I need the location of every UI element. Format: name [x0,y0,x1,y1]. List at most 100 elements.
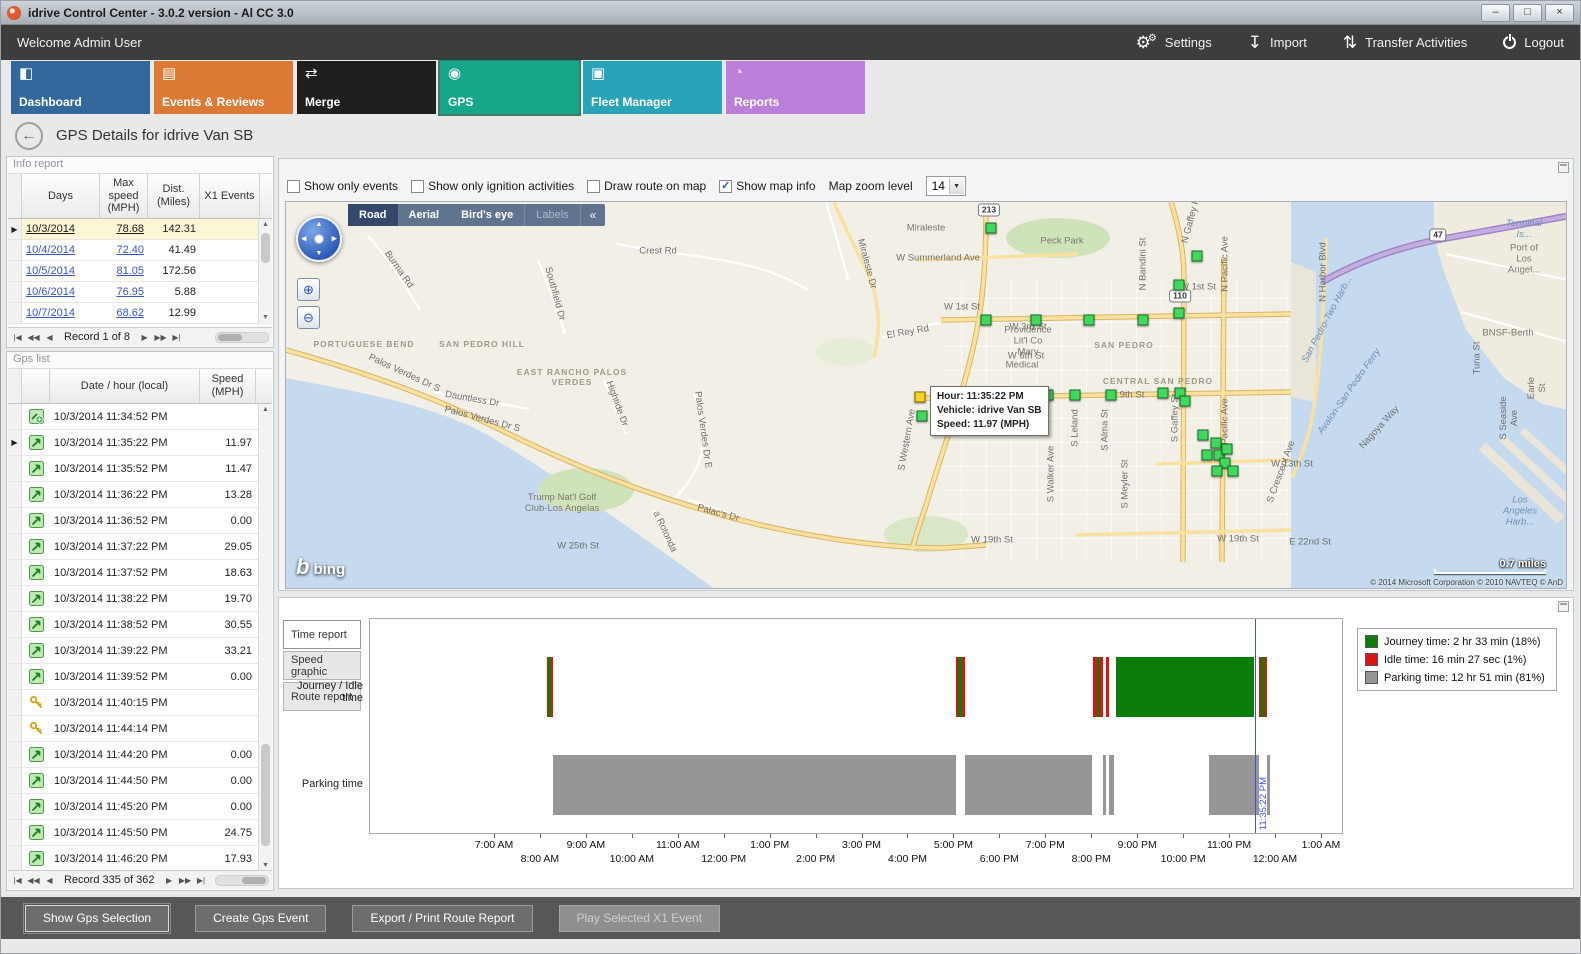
scroll-up-icon[interactable]: ▲ [262,406,269,413]
day-link[interactable]: 10/7/2014 [26,307,75,319]
nav-button[interactable]: |◀ [13,332,22,342]
gps-marker[interactable] [1201,449,1213,461]
module-tile-reports[interactable]: ◔ Reports [726,61,865,114]
module-tile-gps[interactable]: ◉ GPS [438,59,581,116]
collapse-map-menu-icon[interactable]: « [579,204,606,226]
gps-marker[interactable] [1219,457,1231,469]
gps-marker[interactable] [1197,429,1209,441]
import-button[interactable]: ↧ Import [1248,34,1307,51]
module-tile-fleet-manager[interactable]: ▣ Fleet Manager [583,61,722,114]
maximize-chart-panel-icon[interactable] [1558,601,1569,612]
nav-scrollbar-thumb[interactable] [242,876,266,884]
scroll-down-icon[interactable]: ▼ [262,314,269,321]
gps-list-row[interactable]: 10/3/2014 11:44:14 PM [8,716,260,742]
selected-gps-marker[interactable] [914,391,926,403]
nav-button[interactable]: ▶ [165,875,173,885]
day-link[interactable]: 10/5/2014 [26,265,75,277]
gps-marker[interactable] [1227,465,1239,477]
map-style-aerial[interactable]: Aerial [408,209,440,221]
info-report-row[interactable]: 10/6/2014 76.95 5.88 [8,282,260,303]
maximize-map-panel-icon[interactable] [1558,162,1569,173]
gps-list-row[interactable]: 10/3/2014 11:44:20 PM 0.00 [8,742,260,768]
nav-scrollbar[interactable] [215,874,269,886]
nav-button[interactable]: ▶| [196,875,206,885]
max-speed-link[interactable]: 81.05 [116,265,144,277]
nav-button[interactable]: |◀ [13,875,22,885]
gps-marker[interactable] [1211,465,1223,477]
info-report-row[interactable]: 10/5/2014 81.05 172.56 [8,261,260,282]
gps-marker[interactable] [1179,395,1191,407]
scroll-down-icon[interactable]: ▼ [262,862,269,869]
export-print-route-report-button[interactable]: Export / Print Route Report [352,904,533,932]
gps-marker[interactable] [1191,250,1203,262]
gps-marker[interactable] [980,314,992,326]
checkbox-box[interactable] [587,179,601,193]
gps-marker[interactable] [985,222,997,234]
map-style-labels[interactable]: Labels [524,204,579,226]
gps-list-row[interactable]: 10/3/2014 11:40:15 PM [8,690,260,716]
tab-route-report[interactable]: Route report [283,682,361,711]
show-map-info-checkbox[interactable]: ✓ Show map info [719,179,816,193]
gps-marker[interactable] [1157,387,1169,399]
nav-button[interactable]: ◀ [46,332,53,342]
nav-button[interactable]: ▶▶ [154,332,167,342]
compass-center[interactable] [314,234,324,244]
map-zoom-level-select[interactable]: 14 ▼ [925,176,966,196]
gps-marker[interactable] [1069,389,1081,401]
zoom-out-button[interactable]: ⊖ [297,306,320,329]
max-speed-link[interactable]: 72.40 [116,244,144,256]
info-report-row[interactable]: 10/7/2014 68.62 12.99 [8,303,260,324]
nav-button[interactable]: ◀◀ [27,332,40,342]
compass-e-arrow-icon[interactable]: ▶ [331,235,337,243]
nav-button[interactable]: ◀ [46,875,53,885]
gps-marker[interactable] [1221,443,1233,455]
nav-button[interactable]: ▶▶ [178,875,192,885]
day-link[interactable]: 10/4/2014 [26,244,75,256]
minimize-button[interactable]: – [1481,3,1510,22]
checkbox-box[interactable]: ✓ [719,179,733,193]
map-style-bird-s-eye[interactable]: Bird's eye [461,209,514,221]
info-vertical-scrollbar[interactable]: ▲ ▼ [258,219,272,324]
map-style-road[interactable]: Road [348,204,398,226]
day-link[interactable]: 10/6/2014 [26,286,75,298]
show-only-events-checkbox[interactable]: Show only events [287,179,398,193]
show-gps-selection-button[interactable]: Show Gps Selection [22,902,172,934]
max-speed-link[interactable]: 76.95 [116,286,144,298]
nav-button[interactable]: ▶| [172,332,181,342]
gps-list-row[interactable]: 10/3/2014 11:35:52 PM 11.47 [8,456,260,482]
gps-vertical-scrollbar[interactable]: ▲ ▼ [258,404,272,872]
gps-list-row[interactable]: 10/3/2014 11:39:22 PM 33.21 [8,638,260,664]
back-button[interactable]: ← [15,121,43,150]
zoom-in-button[interactable]: ⊕ [297,278,320,301]
compass-s-arrow-icon[interactable]: ▼ [315,250,323,257]
gps-list-row[interactable]: 10/3/2014 11:45:20 PM 0.00 [8,794,260,820]
gps-list-row[interactable]: 10/3/2014 11:37:22 PM 29.05 [8,534,260,560]
checkbox-box[interactable] [411,179,425,193]
scrollbar-thumb[interactable] [261,744,270,846]
gps-marker[interactable] [1213,449,1225,461]
create-gps-event-button[interactable]: Create Gps Event [195,904,327,932]
max-speed-link[interactable]: 68.62 [116,307,144,319]
nav-button[interactable]: ▶ [141,332,148,342]
gps-list-row[interactable]: 10/3/2014 11:38:52 PM 30.55 [8,612,260,638]
gps-marker[interactable] [1173,307,1185,319]
module-tile-events-reviews[interactable]: ▤ Events & Reviews [154,61,293,114]
gps-marker[interactable] [1105,389,1117,401]
gps-list-row[interactable]: 10/3/2014 11:36:22 PM 13.28 [8,482,260,508]
tab-speed-graphic[interactable]: Speed graphic [283,651,361,680]
gps-list-row[interactable]: 10/3/2014 11:44:50 PM 0.00 [8,768,260,794]
draw-route-on-map-checkbox[interactable]: Draw route on map [587,179,706,193]
nav-scrollbar-thumb[interactable] [218,333,242,341]
close-button[interactable]: × [1545,3,1574,22]
timeline-plot[interactable]: 11:35:22 PM [369,618,1343,834]
transfer-activities-button[interactable]: ⇅ Transfer Activities [1343,34,1467,51]
gps-list-row[interactable]: 10/3/2014 11:46:20 PM 17.93 [8,846,260,872]
gps-marker[interactable] [1173,279,1185,291]
play-selected-x1-event-button[interactable]: Play Selected X1 Event [558,904,720,932]
gps-list-row[interactable]: 10/3/2014 11:36:52 PM 0.00 [8,508,260,534]
gps-list-row[interactable]: 10/3/2014 11:34:52 PM [8,404,260,430]
settings-button[interactable]: ⚙⚙ Settings [1136,34,1212,52]
gps-marker[interactable] [916,410,928,422]
tab-time-report[interactable]: Time report [283,620,361,649]
map-view[interactable]: Miraleste Peck Park W Summerland Ave Crest … [285,201,1567,589]
